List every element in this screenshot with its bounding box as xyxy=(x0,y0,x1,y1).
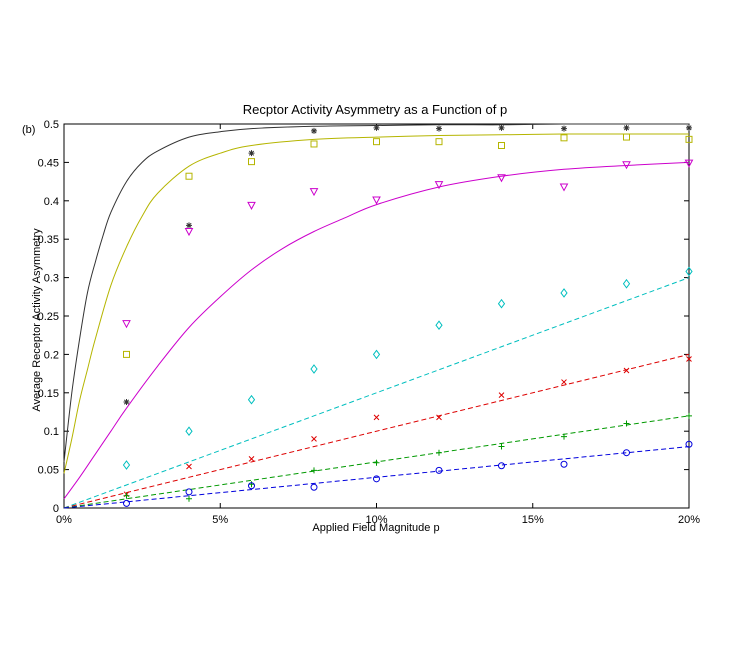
x-axis-label: Applied Field Magnitude p xyxy=(312,522,439,534)
data-point xyxy=(248,150,255,157)
data-point xyxy=(247,394,256,405)
fit-line xyxy=(63,161,690,500)
data-point xyxy=(498,392,505,398)
data-point xyxy=(686,356,692,362)
data-point xyxy=(623,133,630,141)
plot-frame xyxy=(63,123,690,509)
data-point xyxy=(248,481,255,488)
data-point xyxy=(498,124,505,131)
data-point xyxy=(497,174,506,183)
data-point xyxy=(123,492,130,499)
data-point xyxy=(559,183,569,192)
data-point xyxy=(310,364,318,374)
data-point xyxy=(373,414,380,421)
x-tick-label: 15% xyxy=(522,514,544,526)
data-point xyxy=(686,412,692,419)
data-point xyxy=(123,350,130,358)
data-point xyxy=(498,443,505,450)
data-point xyxy=(310,140,318,148)
x-tick-label: 10% xyxy=(365,514,387,526)
x-tick-label: 5% xyxy=(212,514,228,526)
data-point xyxy=(560,288,568,298)
data-point xyxy=(310,483,318,491)
data-point xyxy=(186,222,192,229)
data-point xyxy=(497,298,506,309)
data-point xyxy=(248,455,255,462)
data-point xyxy=(561,125,567,132)
data-point xyxy=(248,158,255,166)
data-point xyxy=(248,482,255,490)
y-tick-label: 0.1 xyxy=(44,426,59,438)
data-point xyxy=(123,499,130,507)
data-point xyxy=(247,201,256,210)
data-point xyxy=(311,127,317,134)
data-point xyxy=(435,138,443,146)
data-point xyxy=(560,460,568,468)
data-point xyxy=(622,278,631,289)
data-point xyxy=(373,124,380,131)
data-point xyxy=(685,266,693,277)
data-point xyxy=(372,196,381,205)
chart-title: Recptor Activity Asymmetry as a Function… xyxy=(243,102,507,117)
panel-label: (b) xyxy=(22,124,35,136)
data-point xyxy=(686,124,692,131)
data-point xyxy=(122,460,131,470)
y-tick-label: 0.05 xyxy=(38,465,59,477)
data-point xyxy=(561,433,567,440)
x-tick-label: 0% xyxy=(56,514,72,526)
y-tick-label: 0.2 xyxy=(44,349,59,361)
data-point xyxy=(373,138,380,146)
data-point xyxy=(311,467,317,474)
data-point xyxy=(311,436,317,442)
data-point xyxy=(435,320,443,331)
y-tick-label: 0.5 xyxy=(44,119,59,131)
y-tick-label: 0.15 xyxy=(38,388,59,400)
y-tick-label: 0.35 xyxy=(38,234,59,246)
y-tick-label: 0 xyxy=(53,503,59,515)
y-tick-label: 0.25 xyxy=(38,311,59,323)
data-point xyxy=(434,181,444,190)
y-axis-label: Average Receptor Activity Asymmetry xyxy=(31,228,43,412)
data-point xyxy=(436,414,442,421)
data-point xyxy=(185,426,193,437)
data-point xyxy=(373,475,380,483)
data-point xyxy=(185,488,193,496)
fit-line xyxy=(63,133,689,474)
data-point xyxy=(623,124,630,131)
y-tick-label: 0.45 xyxy=(38,157,59,169)
data-point xyxy=(184,228,194,237)
fit-line xyxy=(63,123,689,462)
data-point xyxy=(309,188,319,197)
fit-line xyxy=(63,277,690,509)
data-point xyxy=(498,142,505,150)
data-point xyxy=(186,463,192,470)
data-point xyxy=(622,161,631,170)
data-point xyxy=(685,440,693,448)
data-point xyxy=(436,125,442,132)
data-point xyxy=(560,134,568,142)
y-tick-label: 0.4 xyxy=(44,196,59,208)
data-point xyxy=(623,449,630,457)
data-point xyxy=(123,399,130,406)
data-point xyxy=(373,459,380,466)
data-point xyxy=(685,135,693,143)
y-tick-label: 0.3 xyxy=(44,273,59,285)
data-point xyxy=(623,420,630,427)
data-point xyxy=(561,379,567,385)
plot-area: 0% 5% 10% 15% 20% 0 0.05 0.1 0.15 0.2 0.25 0.3 0.35 0… xyxy=(38,119,701,526)
data-point xyxy=(372,349,381,360)
data-point xyxy=(623,367,630,374)
data-point xyxy=(436,449,442,456)
data-point xyxy=(435,466,443,474)
x-tick-label: 20% xyxy=(678,514,700,526)
data-point xyxy=(122,320,131,329)
data-point xyxy=(498,462,505,470)
fit-line xyxy=(63,353,690,509)
data-point xyxy=(186,495,192,502)
data-point xyxy=(185,172,193,180)
data-point xyxy=(684,159,694,168)
fit-line xyxy=(63,446,690,509)
